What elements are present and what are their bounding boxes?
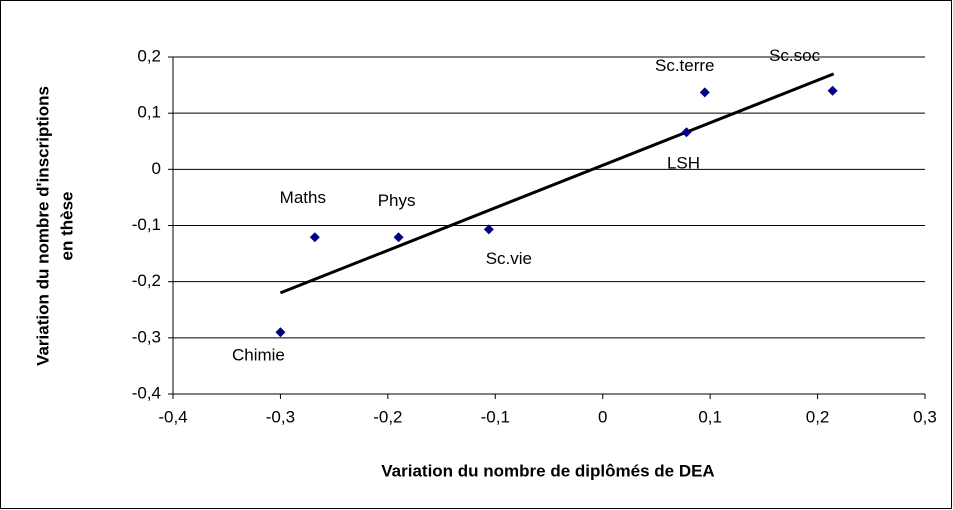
data-point: [309, 232, 320, 243]
y-axis-title: Variation du nombre d'inscriptions en th…: [33, 86, 76, 366]
point-label: Phys: [378, 191, 416, 210]
data-point: [681, 127, 692, 138]
point-label: Sc.terre: [655, 56, 715, 75]
data-point: [275, 327, 286, 338]
point-label: Maths: [280, 188, 326, 207]
x-tick-label: 0,3: [913, 407, 937, 426]
x-tick-label: -0,1: [481, 407, 510, 426]
y-tick-label: 0,2: [137, 46, 161, 65]
point-label: Chimie: [232, 346, 285, 365]
y-tick-label: 0: [152, 159, 161, 178]
data-point: [483, 224, 494, 235]
y-tick-label: -0,1: [132, 215, 161, 234]
point-label: Sc.soc: [769, 46, 821, 65]
x-tick-label: -0,3: [266, 407, 295, 426]
x-tick-label: -0,2: [373, 407, 402, 426]
x-tick-label: 0: [598, 407, 607, 426]
y-tick-label: -0,2: [132, 271, 161, 290]
y-axis-title-line: Variation du nombre d'inscriptions: [33, 86, 52, 366]
trend-line: [279, 72, 835, 295]
x-tick-label: 0,1: [698, 407, 722, 426]
point-label: Sc.vie: [486, 249, 532, 268]
y-tick-label: 0,1: [137, 103, 161, 122]
data-point: [393, 232, 404, 243]
point-label: LSH: [667, 154, 700, 173]
x-tick-label: 0,2: [806, 407, 830, 426]
y-tick-label: -0,4: [132, 383, 161, 402]
y-axis-title-line: en thèse: [57, 192, 76, 261]
y-tick-label: -0,3: [132, 327, 161, 346]
data-point: [827, 85, 838, 96]
x-tick-label: -0,4: [158, 407, 187, 426]
x-axis-title: Variation du nombre de diplômés de DEA: [381, 461, 714, 480]
data-point: [699, 87, 710, 98]
